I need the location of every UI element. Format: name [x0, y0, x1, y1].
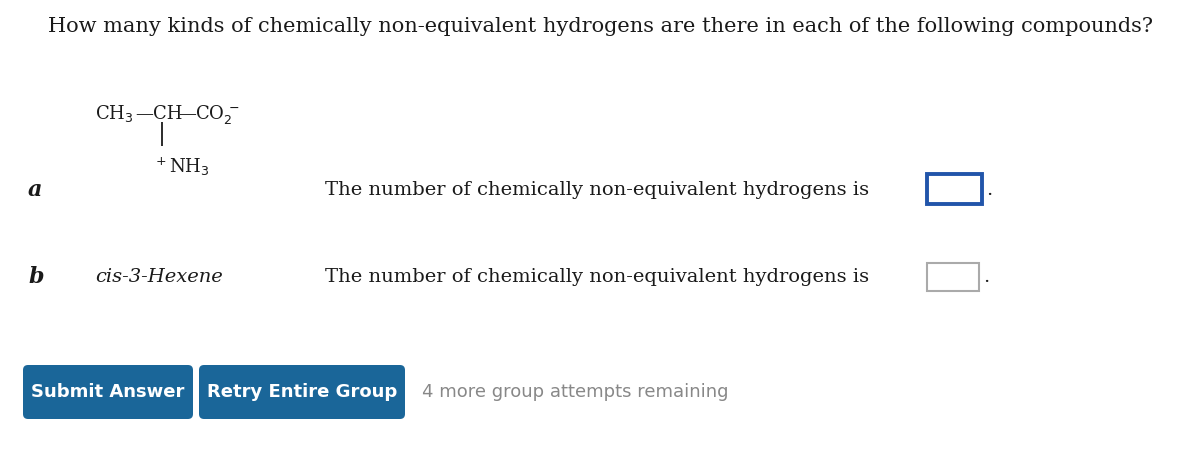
FancyBboxPatch shape — [928, 174, 982, 204]
Text: .: . — [983, 268, 989, 286]
Text: The number of chemically non-equivalent hydrogens is: The number of chemically non-equivalent … — [325, 181, 869, 199]
Text: cis-3-Hexene: cis-3-Hexene — [95, 268, 223, 286]
Text: Retry Entire Group: Retry Entire Group — [206, 383, 397, 401]
Text: —: — — [178, 105, 196, 123]
Text: The number of chemically non-equivalent hydrogens is: The number of chemically non-equivalent … — [325, 268, 869, 286]
Text: —: — — [134, 105, 152, 123]
Text: CO$_2^{\,-}$: CO$_2^{\,-}$ — [194, 103, 240, 126]
Text: $^+$NH$_3$: $^+$NH$_3$ — [154, 156, 210, 178]
Text: CH$_3$: CH$_3$ — [95, 103, 133, 124]
Text: Submit Answer: Submit Answer — [31, 383, 185, 401]
Text: b: b — [28, 266, 43, 288]
FancyBboxPatch shape — [928, 263, 979, 291]
Text: a: a — [28, 179, 42, 201]
Text: How many kinds of chemically non-equivalent hydrogens are there in each of the f: How many kinds of chemically non-equival… — [48, 17, 1152, 36]
FancyBboxPatch shape — [23, 365, 193, 419]
Text: 4 more group attempts remaining: 4 more group attempts remaining — [422, 383, 728, 401]
Text: .: . — [986, 181, 992, 199]
Text: CH: CH — [154, 105, 182, 123]
FancyBboxPatch shape — [199, 365, 406, 419]
